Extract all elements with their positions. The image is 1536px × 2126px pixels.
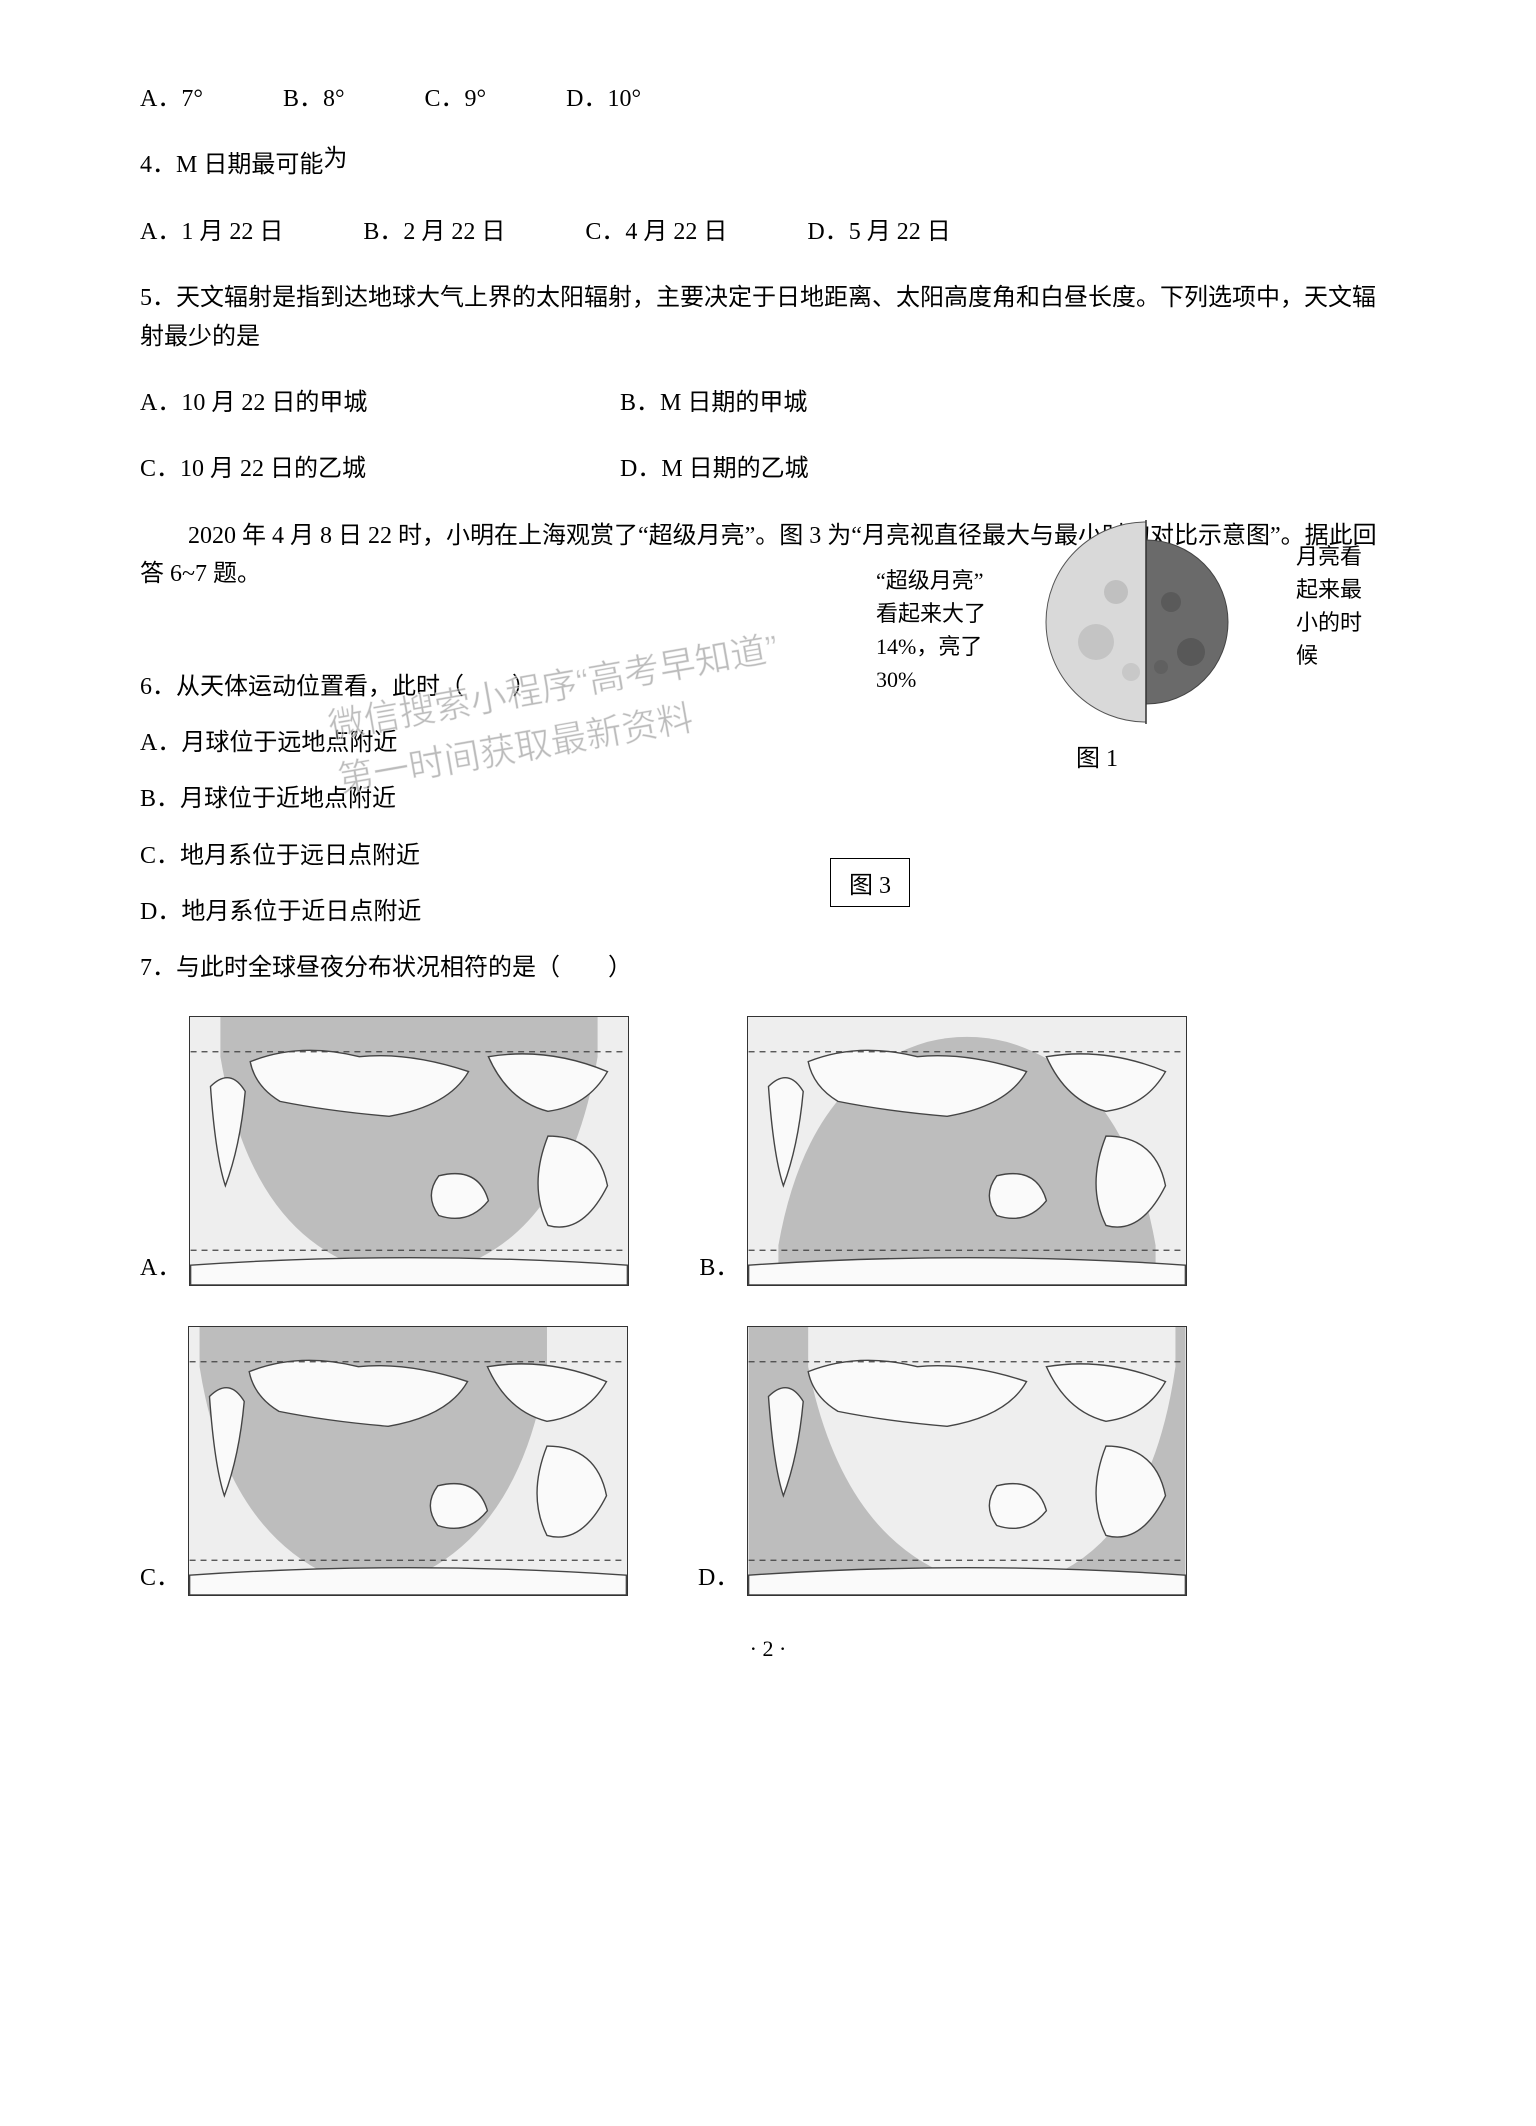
q4-stem-text: 4．M 日期最可能 [140, 152, 323, 178]
map-b-cell: B． [699, 1016, 1187, 1286]
q5-options-row1: A．10 月 22 日的甲城 B．M 日期的甲城 [140, 384, 1396, 422]
maps-row-1: A． B． [140, 1016, 1396, 1286]
map-c-icon [188, 1326, 628, 1596]
map-a-cell: A． [140, 1016, 629, 1286]
map-b-icon [747, 1016, 1187, 1286]
q4-options: A．1 月 22 日 B．2 月 22 日 C．4 月 22 日 D．5 月 2… [140, 213, 1396, 251]
map-b-label: B． [699, 1247, 739, 1286]
map-a-icon [189, 1016, 629, 1286]
q5-option-c: C．10 月 22 日的乙城 [140, 450, 540, 488]
map-d-cell: D． [698, 1326, 1187, 1596]
moon-left-label: “超级月亮” 看起来大了 14%，亮了 30% [876, 564, 1006, 696]
q4-option-c: C．4 月 22 日 [585, 213, 727, 251]
moon-svg-icon [1006, 512, 1286, 732]
moon-caption: 图 1 [1076, 738, 1118, 773]
q5-stem: 5．天文辐射是指到达地球大气上界的太阳辐射，主要决定于日地距离、太阳高度角和白昼… [140, 279, 1396, 356]
q5-options-row2: C．10 月 22 日的乙城 D．M 日期的乙城 [140, 450, 1396, 488]
moon-right-label: 月亮看 起来最 小的时 候 [1296, 540, 1396, 672]
q5-option-d: D．M 日期的乙城 [620, 450, 1020, 488]
q7-stem: 7．与此时全球昼夜分布状况相符的是（ ） [140, 949, 1396, 987]
q4-option-b: B．2 月 22 日 [363, 213, 505, 251]
page-number: · 2 · [140, 1636, 1396, 1662]
q6-option-b: B．月球位于近地点附近 [140, 780, 700, 818]
q6-option-d: D．地月系位于近日点附近 [140, 893, 700, 931]
q5-option-a: A．10 月 22 日的甲城 [140, 384, 540, 422]
map-d-icon [747, 1326, 1187, 1596]
maps-row-2: C． D． [140, 1326, 1396, 1596]
q3-option-b: B．8° [283, 80, 345, 118]
q5-option-b: B．M 日期的甲城 [620, 384, 1020, 422]
q3-options: A．7° B．8° C．9° D．10° [140, 80, 1396, 118]
map-a-label: A． [140, 1247, 181, 1286]
map-d-label: D． [698, 1557, 739, 1596]
map-c-cell: C． [140, 1326, 628, 1596]
q6-block: 6．从天体运动位置看，此时（ ） A．月球位于远地点附近 B．月球位于近地点附近… [140, 630, 700, 932]
q6-stem: 6．从天体运动位置看，此时（ ） [140, 668, 700, 706]
map-c-label: C． [140, 1557, 180, 1596]
q4-stem-suffix: 为 [323, 146, 347, 172]
q3-option-c: C．9° [425, 80, 487, 118]
figure-moon: “超级月亮” 看起来大了 14%，亮了 30% 月亮看 起来最 小的时 候 图 … [876, 512, 1396, 772]
figure-3-label: 图 3 [830, 858, 910, 907]
q4-stem: 4．M 日期最可能为 [140, 146, 1396, 184]
q3-option-a: A．7° [140, 80, 203, 118]
q4-option-a: A．1 月 22 日 [140, 213, 283, 251]
q6-option-c: C．地月系位于远日点附近 [140, 837, 700, 875]
q4-option-d: D．5 月 22 日 [807, 213, 950, 251]
q3-option-d: D．10° [566, 80, 641, 118]
q6-option-a: A．月球位于远地点附近 [140, 724, 700, 762]
